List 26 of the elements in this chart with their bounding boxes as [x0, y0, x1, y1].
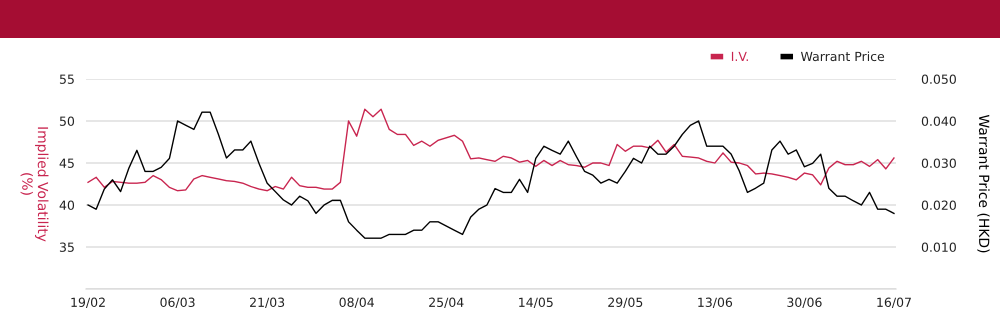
y2-tick-label: 0.020: [922, 200, 956, 210]
x-tick-label: 06/03: [160, 298, 195, 308]
x-tick-label: 19/02: [71, 298, 105, 308]
legend-label: I.V.: [732, 52, 748, 61]
y-axis-title: Implied Volatility (%): [20, 127, 48, 242]
y2-tick-label: 0.040: [922, 116, 956, 126]
y2-tick-label: 0.010: [922, 242, 956, 252]
x-tick-label: 13/06: [698, 298, 732, 308]
x-tick-label: 08/04: [339, 298, 374, 308]
line-series: [87, 108, 895, 192]
x-tick-label: 14/05: [519, 298, 553, 308]
x-tick-label: 30/06: [787, 298, 822, 308]
y2-tick-label: 0.050: [922, 74, 956, 84]
y-tick-label: 40: [60, 200, 74, 210]
y-tick-label: 45: [60, 158, 74, 168]
y2-axis-title: Warrant Price (HKD): [977, 114, 990, 252]
legend-label: Warrant Price: [800, 51, 884, 62]
line-series: [87, 111, 895, 239]
y2-tick-label: 0.030: [922, 158, 956, 168]
x-tick-label: 29/05: [608, 298, 642, 308]
x-tick-label: 21/03: [250, 298, 284, 308]
x-tick-label: 16/07: [877, 298, 911, 308]
x-tick-label: 25/04: [429, 298, 464, 308]
y-tick-label: 50: [60, 116, 74, 126]
y-tick-label: 55: [60, 74, 74, 84]
y-tick-label: 35: [60, 242, 74, 252]
